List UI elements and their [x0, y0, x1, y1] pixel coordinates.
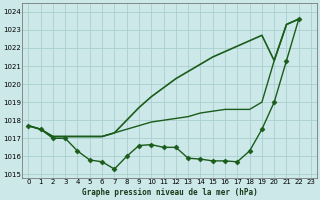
X-axis label: Graphe pression niveau de la mer (hPa): Graphe pression niveau de la mer (hPa)	[82, 188, 258, 197]
